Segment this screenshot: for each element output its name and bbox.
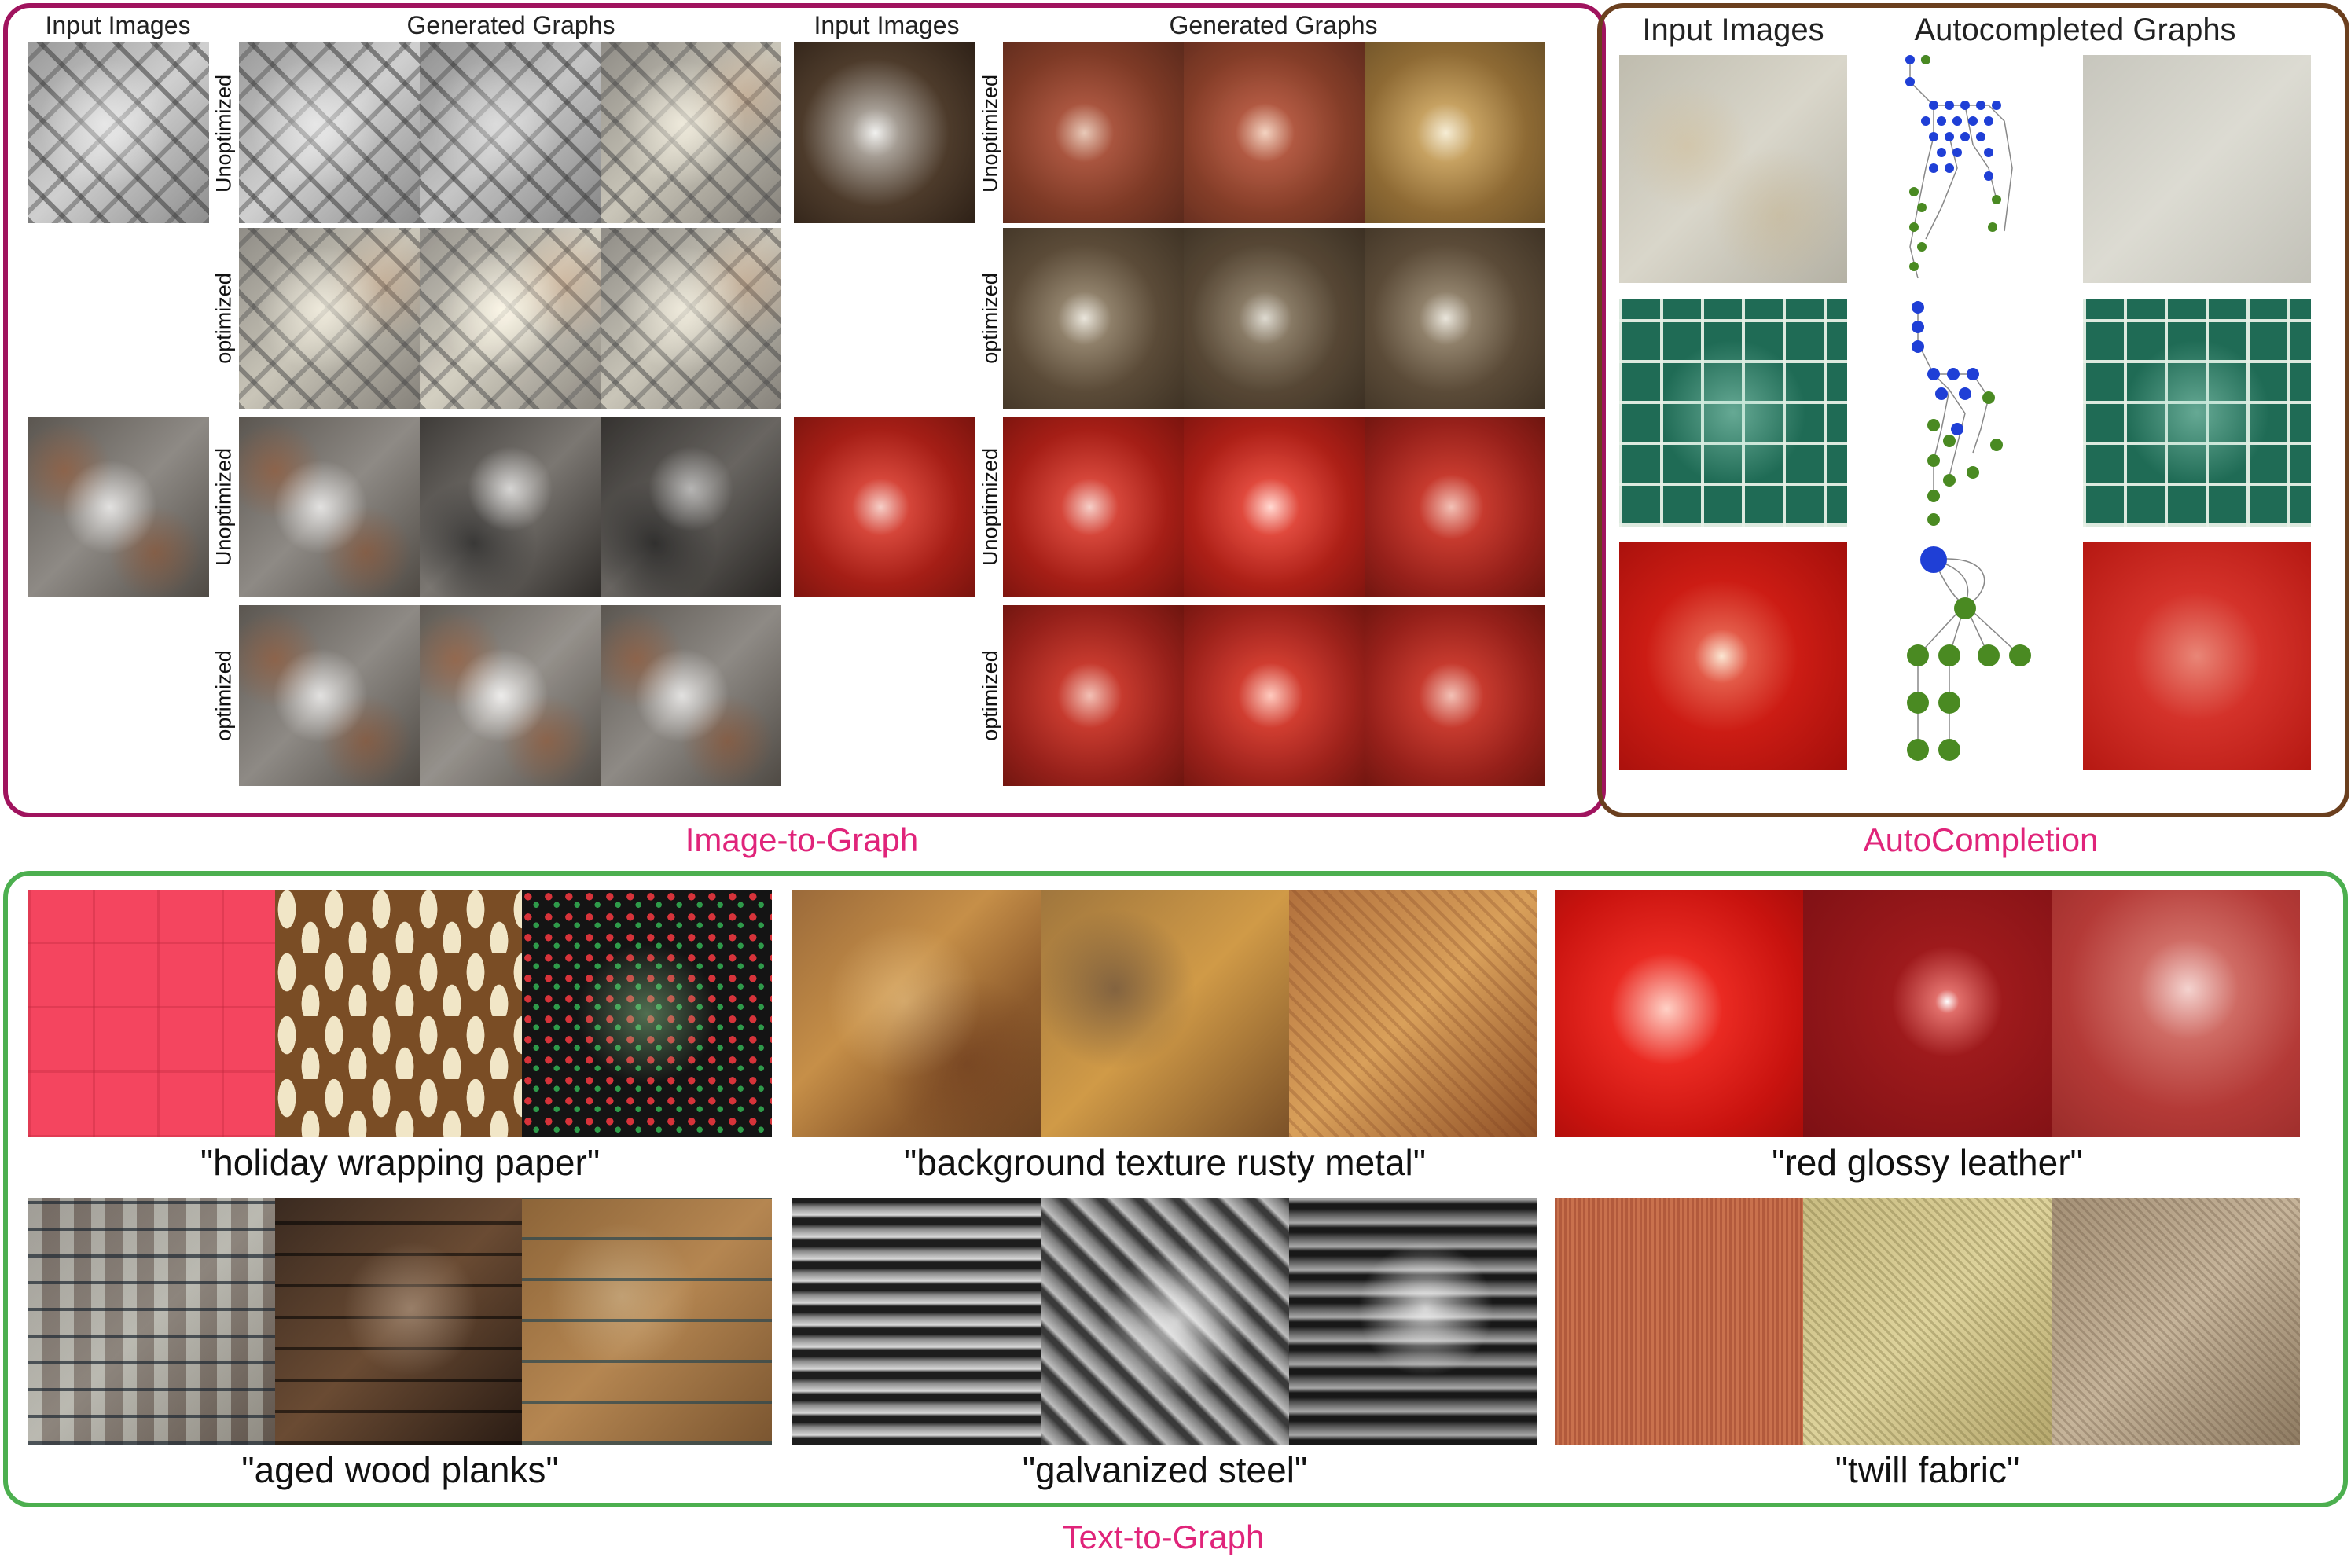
generated-texture bbox=[1003, 228, 1184, 409]
generated-texture bbox=[1003, 417, 1184, 597]
generated-texture bbox=[420, 605, 601, 786]
autocompletion-input-images-header: Input Images bbox=[1642, 13, 1824, 47]
row-label-unoptimized: Unoptimized bbox=[211, 447, 236, 567]
generated-texture bbox=[1184, 228, 1365, 409]
row-label-unoptimized: Unoptimized bbox=[211, 74, 236, 193]
generated-texture bbox=[239, 42, 420, 223]
prompt-caption: "aged wood planks" bbox=[241, 1449, 559, 1490]
text-to-graph-panel bbox=[3, 871, 2348, 1507]
text-result-twill-fabric bbox=[1803, 1198, 2052, 1445]
prompt-caption: "red glossy leather" bbox=[1772, 1142, 2083, 1183]
autocompleted-graphs-header: Autocompleted Graphs bbox=[1914, 13, 2236, 47]
generated-texture bbox=[420, 42, 601, 223]
text-result-red-leather bbox=[1555, 890, 1803, 1137]
text-result-wrapping-paper bbox=[275, 890, 522, 1137]
text-result-twill-fabric bbox=[1555, 1198, 1803, 1445]
autocompleted-output-red bbox=[2083, 542, 2311, 770]
generated-texture bbox=[420, 417, 601, 597]
row-label-optimized: optimized bbox=[211, 273, 236, 364]
generated-texture bbox=[239, 605, 420, 786]
input-image-rusty-metal bbox=[28, 417, 209, 597]
row-label-unoptimized: Unoptimized bbox=[978, 74, 1002, 193]
generated-texture bbox=[239, 417, 420, 597]
generated-texture bbox=[1365, 228, 1545, 409]
autocompleted-graph-2 bbox=[1912, 301, 2003, 526]
generated-texture bbox=[1365, 42, 1545, 223]
input-image-green-tiles bbox=[1619, 299, 1847, 527]
text-result-rusty-metal bbox=[1289, 890, 1537, 1137]
text-result-red-leather bbox=[2052, 890, 2300, 1137]
text-result-galvanized-steel bbox=[1041, 1198, 1289, 1445]
input-image-red-glossy bbox=[1619, 542, 1847, 770]
text-result-galvanized-steel bbox=[1289, 1198, 1537, 1445]
row-label-unoptimized: Unoptimized bbox=[978, 447, 1002, 567]
autocompletion-section-label: AutoCompletion bbox=[1863, 821, 2099, 858]
autocompleted-graph-1 bbox=[1905, 55, 2013, 279]
autocompleted-output-concrete bbox=[2083, 55, 2311, 283]
generated-texture bbox=[1184, 42, 1365, 223]
text-result-rusty-metal bbox=[792, 890, 1041, 1137]
generated-texture bbox=[601, 42, 781, 223]
row-label-optimized: optimized bbox=[211, 650, 236, 741]
generated-texture bbox=[420, 228, 601, 409]
row-label-optimized: optimized bbox=[978, 273, 1002, 364]
prompt-caption: "galvanized steel" bbox=[1022, 1449, 1308, 1490]
right-generated-graphs-header: Generated Graphs bbox=[1169, 11, 1378, 39]
generated-texture bbox=[1184, 417, 1365, 597]
input-image-concrete bbox=[1619, 55, 1847, 283]
generated-texture bbox=[601, 605, 781, 786]
right-input-images-header: Input Images bbox=[814, 11, 960, 39]
generated-texture bbox=[239, 228, 420, 409]
text-result-rusty-metal bbox=[1041, 890, 1289, 1137]
image-to-graph-panel bbox=[3, 3, 1606, 817]
autocompletion-panel bbox=[1597, 3, 2349, 817]
left-generated-graphs-header: Generated Graphs bbox=[406, 11, 615, 39]
left-input-images-header: Input Images bbox=[45, 11, 191, 39]
text-result-wood-planks bbox=[275, 1198, 522, 1445]
input-image-diamond-plate bbox=[28, 42, 209, 223]
prompt-caption: "twill fabric" bbox=[1835, 1449, 2020, 1490]
image-to-graph-section-label: Image-to-Graph bbox=[685, 821, 919, 858]
text-result-wrapping-paper bbox=[28, 890, 275, 1137]
input-image-red-leather bbox=[794, 417, 975, 597]
autocompleted-output-green-tiles bbox=[2083, 299, 2311, 527]
input-image-dark-leather bbox=[794, 42, 975, 223]
text-result-wood-planks bbox=[522, 1198, 772, 1445]
generated-texture bbox=[1003, 605, 1184, 786]
text-to-graph-section-label: Text-to-Graph bbox=[1062, 1518, 1265, 1555]
row-label-optimized: optimized bbox=[978, 650, 1002, 741]
generated-texture bbox=[1365, 417, 1545, 597]
text-result-twill-fabric bbox=[2052, 1198, 2300, 1445]
generated-texture bbox=[601, 417, 781, 597]
text-result-red-leather bbox=[1803, 890, 2052, 1137]
prompt-caption: "background texture rusty metal" bbox=[903, 1142, 1427, 1183]
generated-texture bbox=[601, 228, 781, 409]
generated-texture bbox=[1365, 605, 1545, 786]
text-result-wrapping-paper bbox=[522, 890, 772, 1137]
generated-texture bbox=[1003, 42, 1184, 223]
text-result-wood-planks bbox=[28, 1198, 275, 1445]
prompt-caption: "holiday wrapping paper" bbox=[200, 1142, 601, 1183]
generated-texture bbox=[1184, 605, 1365, 786]
text-result-galvanized-steel bbox=[792, 1198, 1041, 1445]
autocompleted-graph-3 bbox=[1907, 546, 2031, 761]
